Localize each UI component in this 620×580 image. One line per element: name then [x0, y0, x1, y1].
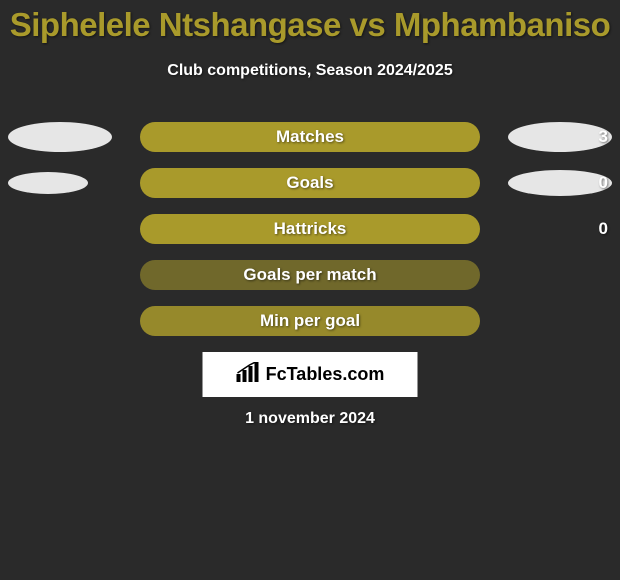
- stat-bar: [140, 122, 480, 152]
- stat-bar: [140, 260, 480, 290]
- stat-value: 3: [599, 127, 608, 147]
- brand-text: FcTables.com: [266, 364, 385, 385]
- stat-rows: Matches3 Goals0 Hattricks0 Goals per match M…: [0, 122, 620, 352]
- player1-ellipse: [8, 172, 88, 194]
- stat-row: Goals per match: [0, 260, 620, 290]
- stat-bar: [140, 306, 480, 336]
- player2-ellipse: [508, 170, 612, 196]
- stat-value: 0: [599, 173, 608, 193]
- stat-row: Matches3: [0, 122, 620, 152]
- stat-value: 0: [599, 219, 608, 239]
- stat-bar: [140, 214, 480, 244]
- player1-ellipse: [8, 122, 112, 152]
- chart-bars-icon: [236, 362, 262, 387]
- page-subtitle: Club competitions, Season 2024/2025: [0, 62, 620, 80]
- stat-row: Hattricks0: [0, 214, 620, 244]
- date-label: 1 november 2024: [0, 410, 620, 428]
- page-title: Siphelele Ntshangase vs Mphambaniso: [0, 6, 620, 44]
- player2-ellipse: [508, 122, 612, 152]
- stat-bar: [140, 168, 480, 198]
- brand-box: FcTables.com: [203, 352, 418, 397]
- stat-row: Min per goal: [0, 306, 620, 336]
- stat-row: Goals0: [0, 168, 620, 198]
- comparison-infographic: Siphelele Ntshangase vs Mphambaniso Club…: [0, 0, 620, 580]
